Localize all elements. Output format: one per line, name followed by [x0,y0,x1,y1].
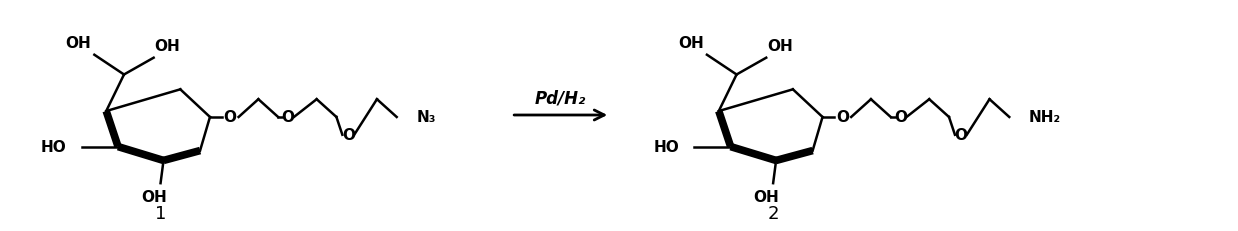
Text: OH: OH [768,39,792,54]
Text: O: O [342,128,355,143]
Text: Pd/H₂: Pd/H₂ [535,89,587,107]
Text: HO: HO [41,140,67,155]
Text: 1: 1 [155,204,166,222]
Text: O: O [281,110,295,125]
Text: 2: 2 [768,204,779,222]
Text: O: O [223,110,236,125]
Text: OH: OH [155,39,181,54]
Text: OH: OH [754,189,779,204]
Text: O: O [894,110,907,125]
Text: OH: OH [66,36,92,51]
Text: HO: HO [654,140,680,155]
Text: OH: OH [141,189,167,204]
Text: NH₂: NH₂ [1029,110,1061,125]
Text: O: O [836,110,849,125]
Text: OH: OH [678,36,704,51]
Text: O: O [954,128,967,143]
Text: N₃: N₃ [416,110,436,125]
